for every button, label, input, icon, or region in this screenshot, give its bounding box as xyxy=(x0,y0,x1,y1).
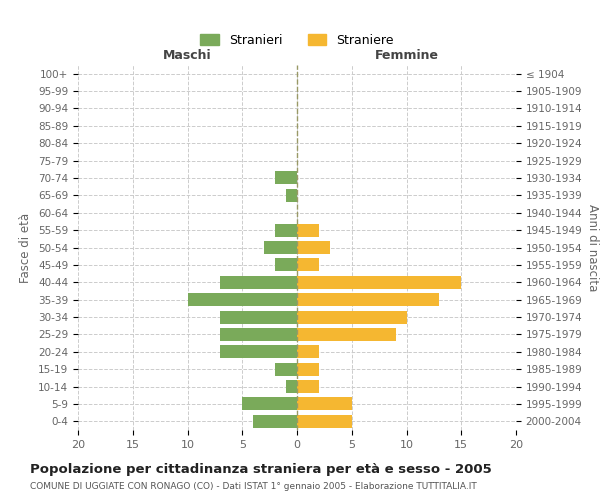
Bar xyxy=(297,293,439,306)
Bar xyxy=(253,415,297,428)
Bar xyxy=(242,398,297,410)
Text: Femmine: Femmine xyxy=(374,48,439,62)
Bar xyxy=(220,346,297,358)
Text: COMUNE DI UGGIATE CON RONAGO (CO) - Dati ISTAT 1° gennaio 2005 - Elaborazione TU: COMUNE DI UGGIATE CON RONAGO (CO) - Dati… xyxy=(30,482,477,491)
Bar xyxy=(297,398,352,410)
Bar xyxy=(220,276,297,289)
Bar xyxy=(286,189,297,202)
Bar xyxy=(297,346,319,358)
Bar xyxy=(275,224,297,236)
Bar xyxy=(275,362,297,376)
Bar xyxy=(297,258,319,272)
Legend: Stranieri, Straniere: Stranieri, Straniere xyxy=(194,28,400,53)
Bar xyxy=(187,293,297,306)
Bar xyxy=(297,328,395,341)
Y-axis label: Anni di nascita: Anni di nascita xyxy=(586,204,599,291)
Bar xyxy=(297,241,330,254)
Bar xyxy=(220,310,297,324)
Text: Maschi: Maschi xyxy=(163,48,212,62)
Bar xyxy=(297,224,319,236)
Bar xyxy=(275,258,297,272)
Bar xyxy=(297,276,461,289)
Bar xyxy=(297,380,319,393)
Text: Popolazione per cittadinanza straniera per età e sesso - 2005: Popolazione per cittadinanza straniera p… xyxy=(30,462,492,475)
Bar xyxy=(297,362,319,376)
Bar xyxy=(297,415,352,428)
Y-axis label: Fasce di età: Fasce di età xyxy=(19,212,32,282)
Bar xyxy=(275,172,297,184)
Bar xyxy=(264,241,297,254)
Bar xyxy=(297,310,407,324)
Bar xyxy=(220,328,297,341)
Bar xyxy=(286,380,297,393)
